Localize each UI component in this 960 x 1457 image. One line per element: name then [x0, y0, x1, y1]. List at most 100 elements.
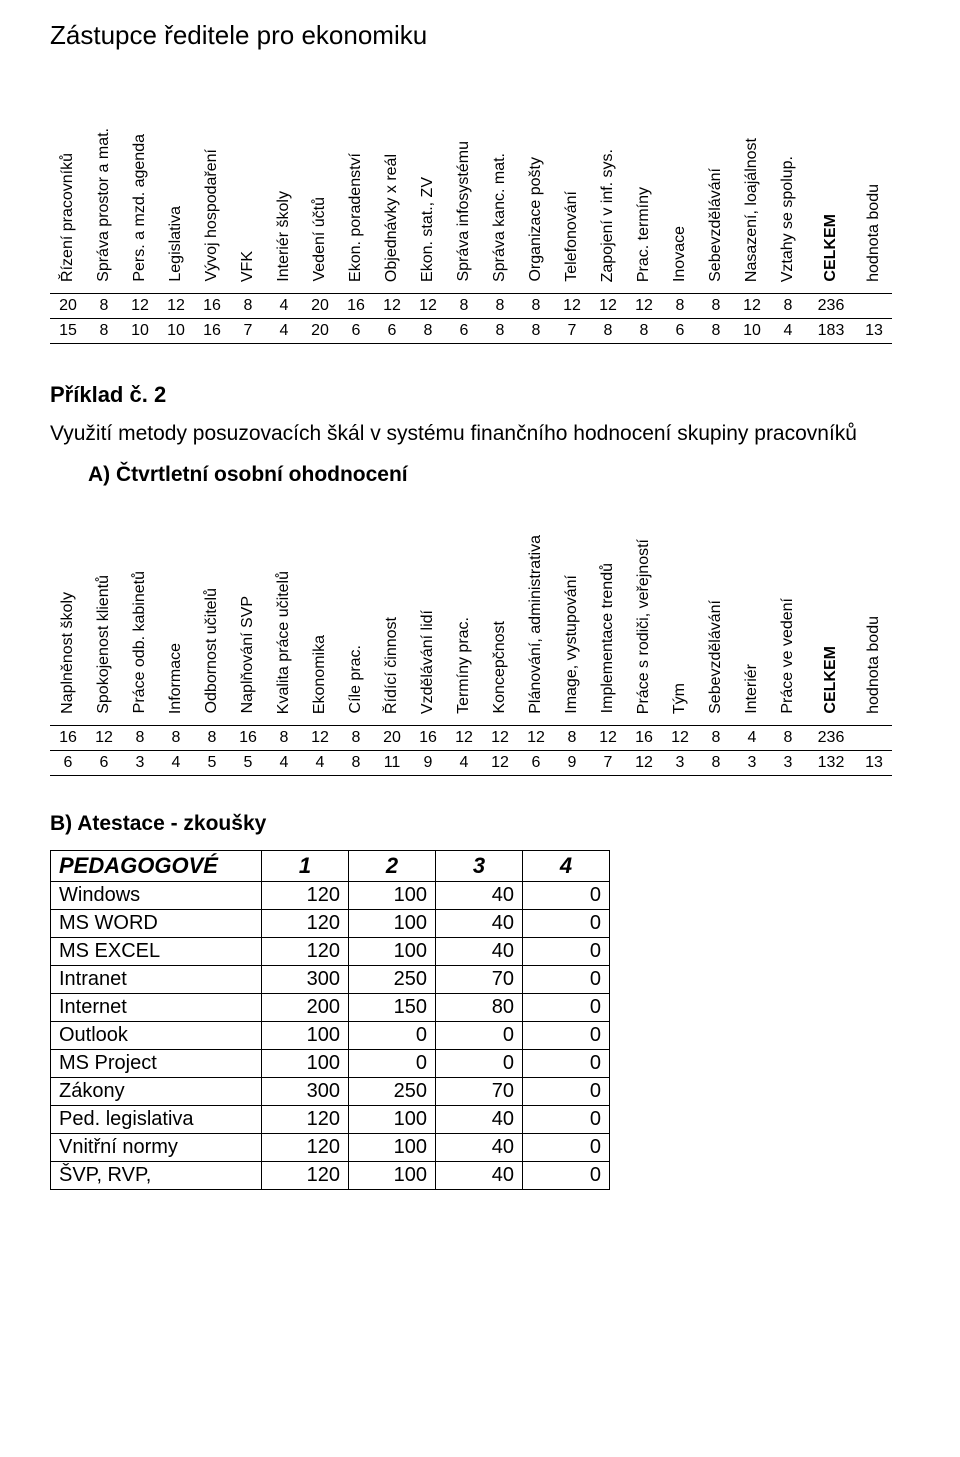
cell: 13: [856, 319, 892, 344]
column-header: Interiér školy: [266, 73, 302, 294]
cell: 0: [523, 1021, 610, 1049]
column-header: Řízení pracovníků: [50, 73, 86, 294]
cell: 10: [122, 319, 158, 344]
cell: 100: [349, 937, 436, 965]
cell: 8: [86, 294, 122, 319]
column-header: Řídící činnost: [374, 505, 410, 726]
table-row: 208121216842016121288812121288128236: [50, 294, 892, 319]
cell: 4: [266, 294, 302, 319]
table-3: PEDAGOGOVÉ1234Windows120100400MS WORD120…: [50, 850, 610, 1190]
cell: 12: [374, 294, 410, 319]
column-header: Interiér: [734, 505, 770, 726]
cell: 200: [262, 993, 349, 1021]
column-header: hodnota bodu: [856, 505, 892, 726]
cell: 100: [349, 909, 436, 937]
cell: 12: [590, 294, 626, 319]
cell: 0: [523, 993, 610, 1021]
example-text: Využití metody posuzovacích škál v systé…: [50, 416, 910, 453]
cell: 8: [698, 319, 734, 344]
cell: 8: [230, 294, 266, 319]
cell: 16: [194, 294, 230, 319]
cell: MS WORD: [51, 909, 262, 937]
cell: 120: [262, 909, 349, 937]
cell: 40: [436, 1161, 523, 1189]
cell: 0: [523, 1133, 610, 1161]
cell: 9: [410, 750, 446, 775]
column-header: Prac. termíny: [626, 73, 662, 294]
cell: 8: [338, 750, 374, 775]
column-header: Spokojenost klientů: [86, 505, 122, 726]
cell: 7: [554, 319, 590, 344]
cell: 13: [856, 750, 892, 775]
cell: 70: [436, 1077, 523, 1105]
cell: 10: [734, 319, 770, 344]
cell: 4: [770, 319, 806, 344]
cell: 8: [626, 319, 662, 344]
cell: 0: [349, 1049, 436, 1077]
column-header: Správa prostor a mat.: [86, 73, 122, 294]
column-header: Správa infosystému: [446, 73, 482, 294]
cell: 8: [698, 294, 734, 319]
cell: 8: [446, 294, 482, 319]
cell: ŠVP, RVP,: [51, 1161, 262, 1189]
cell: 12: [446, 725, 482, 750]
column-header: Práce ve vedení: [770, 505, 806, 726]
column-header: Tým: [662, 505, 698, 726]
table-row: Zákony300250700: [51, 1077, 610, 1105]
cell: 7: [590, 750, 626, 775]
cell: 6: [518, 750, 554, 775]
cell: 12: [86, 725, 122, 750]
cell: 5: [230, 750, 266, 775]
table-row: Vnitřní normy120100400: [51, 1133, 610, 1161]
column-header: Telefonování: [554, 73, 590, 294]
column-header: Odbornost učitelů: [194, 505, 230, 726]
cell: 8: [338, 725, 374, 750]
cell: 6: [86, 750, 122, 775]
cell: 12: [662, 725, 698, 750]
table-1: Řízení pracovníkůSpráva prostor a mat.Pe…: [50, 73, 892, 344]
cell: 8: [554, 725, 590, 750]
cell: 6: [662, 319, 698, 344]
cell: 120: [262, 937, 349, 965]
cell: 4: [266, 750, 302, 775]
cell: 40: [436, 1105, 523, 1133]
cell: 16: [626, 725, 662, 750]
cell: 8: [482, 294, 518, 319]
column-header: Správa kanc. mat.: [482, 73, 518, 294]
cell: 8: [590, 319, 626, 344]
cell: 40: [436, 1133, 523, 1161]
cell: MS Project: [51, 1049, 262, 1077]
cell: 12: [518, 725, 554, 750]
column-header: PEDAGOGOVÉ: [51, 850, 262, 881]
cell: 120: [262, 1105, 349, 1133]
cell: 0: [523, 1105, 610, 1133]
cell: 0: [523, 965, 610, 993]
column-header: Naplňování SVP: [230, 505, 266, 726]
cell: 6: [374, 319, 410, 344]
cell: 0: [523, 909, 610, 937]
cell: 16: [194, 319, 230, 344]
cell: 8: [122, 725, 158, 750]
column-header: Informace: [158, 505, 194, 726]
table-row: 161288816812820161212128121612848236: [50, 725, 892, 750]
cell: 12: [158, 294, 194, 319]
cell: 120: [262, 1161, 349, 1189]
cell: 8: [518, 294, 554, 319]
column-header: Organizace pošty: [518, 73, 554, 294]
cell: 3: [662, 750, 698, 775]
column-header: Vedení účtů: [302, 73, 338, 294]
cell: 12: [482, 725, 518, 750]
cell: 100: [262, 1021, 349, 1049]
cell: 20: [302, 294, 338, 319]
table-row: Internet200150800: [51, 993, 610, 1021]
table-row: MS Project100000: [51, 1049, 610, 1077]
cell: 6: [50, 750, 86, 775]
cell: 12: [122, 294, 158, 319]
cell: 236: [806, 725, 856, 750]
cell: 9: [554, 750, 590, 775]
cell: 0: [436, 1021, 523, 1049]
column-header: Implementace trendů: [590, 505, 626, 726]
page: Zástupce ředitele pro ekonomiku Řízení p…: [0, 0, 960, 1210]
cell: 8: [86, 319, 122, 344]
cell: 12: [590, 725, 626, 750]
